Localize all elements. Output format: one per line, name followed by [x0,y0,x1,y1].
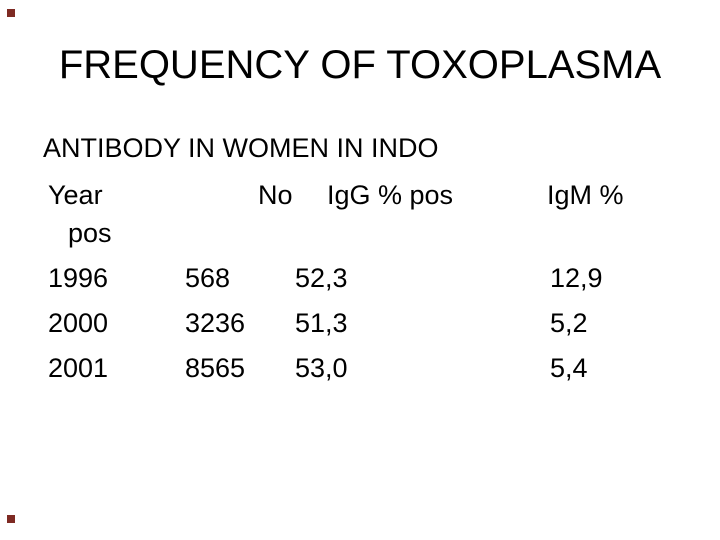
table-header-no: No [258,180,293,210]
body-subtitle-line: ANTIBODY IN WOMEN IN INDO [43,133,439,163]
table-cell-igg-pct-pos: 53,0 [295,353,348,383]
slide-decor-square-top-left [7,9,15,17]
table-cell-year: 2001 [48,353,109,383]
table-cell-igg-pct-pos: 52,3 [295,263,348,293]
table-cell-no: 8565 [185,353,246,383]
table-cell-year: 1996 [48,263,109,293]
slide-decor-square-bottom-left [7,515,15,523]
table-cell-no: 568 [185,263,231,293]
slide-title: FREQUENCY OF TOXOPLASMA [58,43,662,87]
table-cell-no: 3236 [185,308,246,338]
table-header-igg-pct-pos: IgG % pos [327,180,454,210]
table-header-year-wrap-pos: pos [68,218,112,248]
table-cell-igm-pct: 12,9 [550,263,603,293]
table-cell-igm-pct: 5,2 [550,308,588,338]
table-cell-igg-pct-pos: 51,3 [295,308,348,338]
table-header-row: Year No IgG % pos IgM % [0,180,720,214]
table-row: 1996 568 52,3 12,9 [0,263,720,297]
table-header-year: Year [48,180,103,210]
table-cell-year: 2000 [48,308,109,338]
table-cell-igm-pct: 5,4 [550,353,588,383]
table-row: 2001 8565 53,0 5,4 [0,353,720,387]
table-header-igm-pct: IgM % [547,180,624,210]
table-row: 2000 3236 51,3 5,2 [0,308,720,342]
table-header-wrap-row: pos [0,218,720,252]
